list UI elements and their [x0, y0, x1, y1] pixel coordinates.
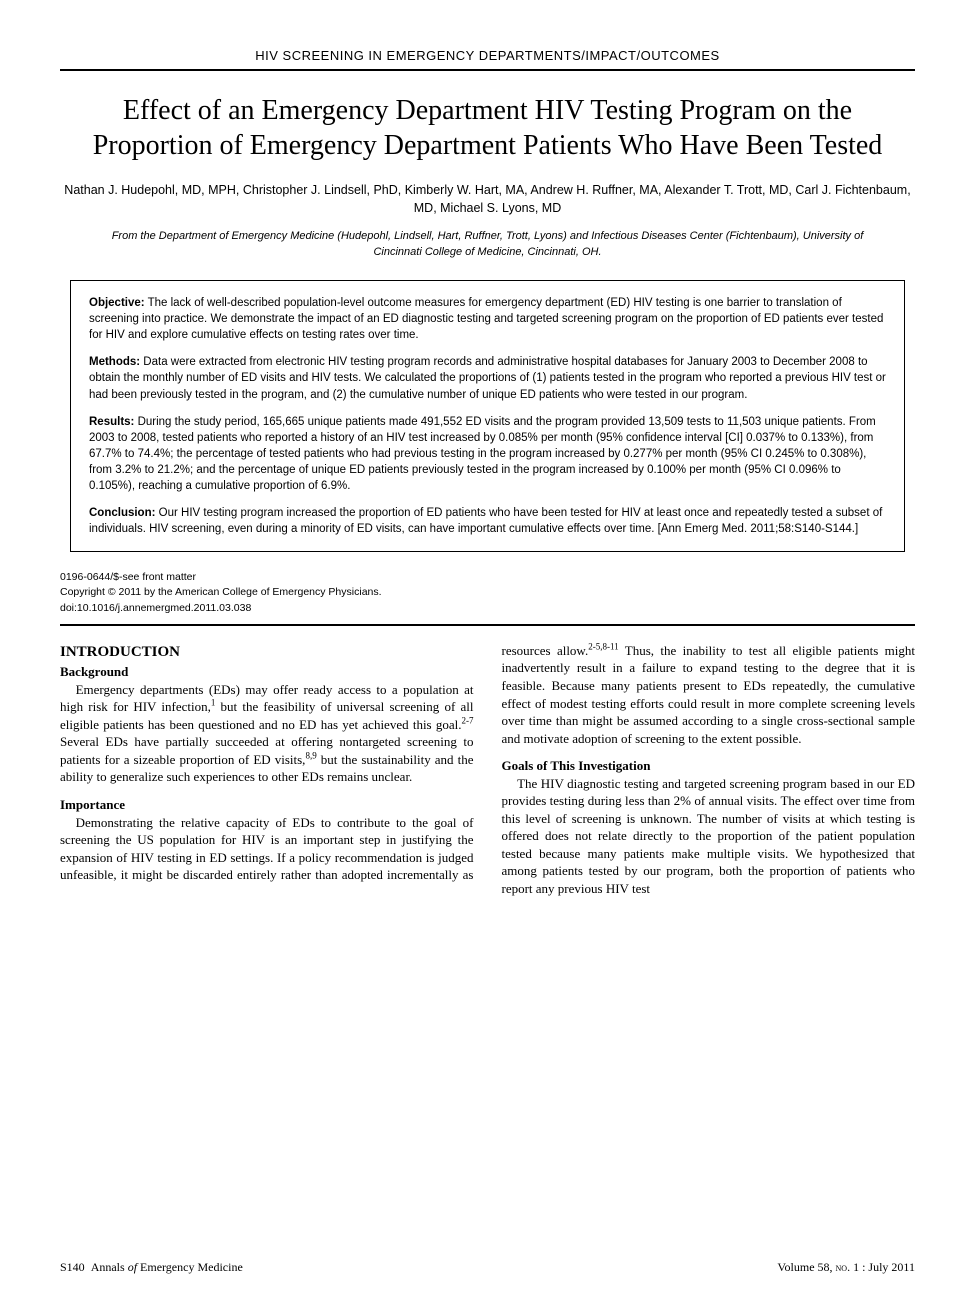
abstract-objective-text: The lack of well-described population-le… [89, 297, 883, 341]
heading-importance: Importance [60, 796, 474, 814]
imp-text-2: Thus, the inability to test all eligible… [502, 643, 916, 746]
meta-line-doi: doi:10.1016/j.annemergmed.2011.03.038 [60, 601, 915, 616]
abstract-methods-label: Methods: [89, 356, 140, 368]
heading-goals: Goals of This Investigation [502, 757, 916, 775]
abstract-results: Results: During the study period, 165,66… [89, 414, 886, 494]
footer-left: S140 Annals of Emergency Medicine [60, 1260, 243, 1275]
abstract-objective-label: Objective: [89, 297, 145, 309]
abstract-methods-text: Data were extracted from electronic HIV … [89, 356, 886, 400]
divider-rule [60, 624, 915, 626]
article-meta: 0196-0644/$-see front matter Copyright ©… [60, 570, 915, 616]
article-title: Effect of an Emergency Department HIV Te… [60, 93, 915, 163]
abstract-box: Objective: The lack of well-described po… [70, 280, 905, 552]
footer-journal-pre: Annals [91, 1260, 128, 1274]
abstract-results-text: During the study period, 165,665 unique … [89, 416, 876, 492]
paragraph-background: Emergency departments (EDs) may offer re… [60, 681, 474, 786]
abstract-conclusion-text: Our HIV testing program increased the pr… [89, 507, 882, 535]
meta-line-copyright: Copyright © 2011 by the American College… [60, 585, 915, 600]
footer-right: Volume 58, no. 1 : July 2011 [777, 1260, 915, 1275]
footer-issue-no: no. 1 [836, 1260, 860, 1274]
footer-issue-post: : July 2011 [859, 1260, 915, 1274]
footer-journal-ital: of [128, 1260, 140, 1274]
abstract-conclusion-label: Conclusion: [89, 507, 155, 519]
bg-ref-2: 2-7 [462, 715, 474, 725]
meta-line-issn: 0196-0644/$-see front matter [60, 570, 915, 585]
footer-journal-post: Emergency Medicine [140, 1260, 243, 1274]
abstract-results-label: Results: [89, 416, 134, 428]
footer-issue-vol: 58, [818, 1260, 836, 1274]
footer-issue-pre: Volume [777, 1260, 817, 1274]
abstract-methods: Methods: Data were extracted from electr… [89, 354, 886, 402]
abstract-conclusion: Conclusion: Our HIV testing program incr… [89, 505, 886, 537]
abstract-objective: Objective: The lack of well-described po… [89, 295, 886, 343]
body-text: INTRODUCTION Background Emergency depart… [60, 642, 915, 898]
bg-ref-3: 8,9 [305, 751, 316, 761]
footer-page-number: S140 [60, 1260, 85, 1274]
section-header-text: HIV SCREENING IN EMERGENCY DEPARTMENTS/I… [255, 48, 719, 63]
author-list: Nathan J. Hudepohl, MD, MPH, Christopher… [60, 181, 915, 217]
goals-text: The HIV diagnostic testing and targeted … [502, 776, 916, 896]
heading-introduction: INTRODUCTION [60, 642, 474, 662]
imp-ref-1: 2-5,8-11 [588, 642, 618, 652]
section-header: HIV SCREENING IN EMERGENCY DEPARTMENTS/I… [60, 48, 915, 71]
affiliation: From the Department of Emergency Medicin… [60, 229, 915, 260]
page-footer: S140 Annals of Emergency Medicine Volume… [60, 1260, 915, 1275]
heading-background: Background [60, 663, 474, 681]
paragraph-goals: The HIV diagnostic testing and targeted … [502, 775, 916, 898]
